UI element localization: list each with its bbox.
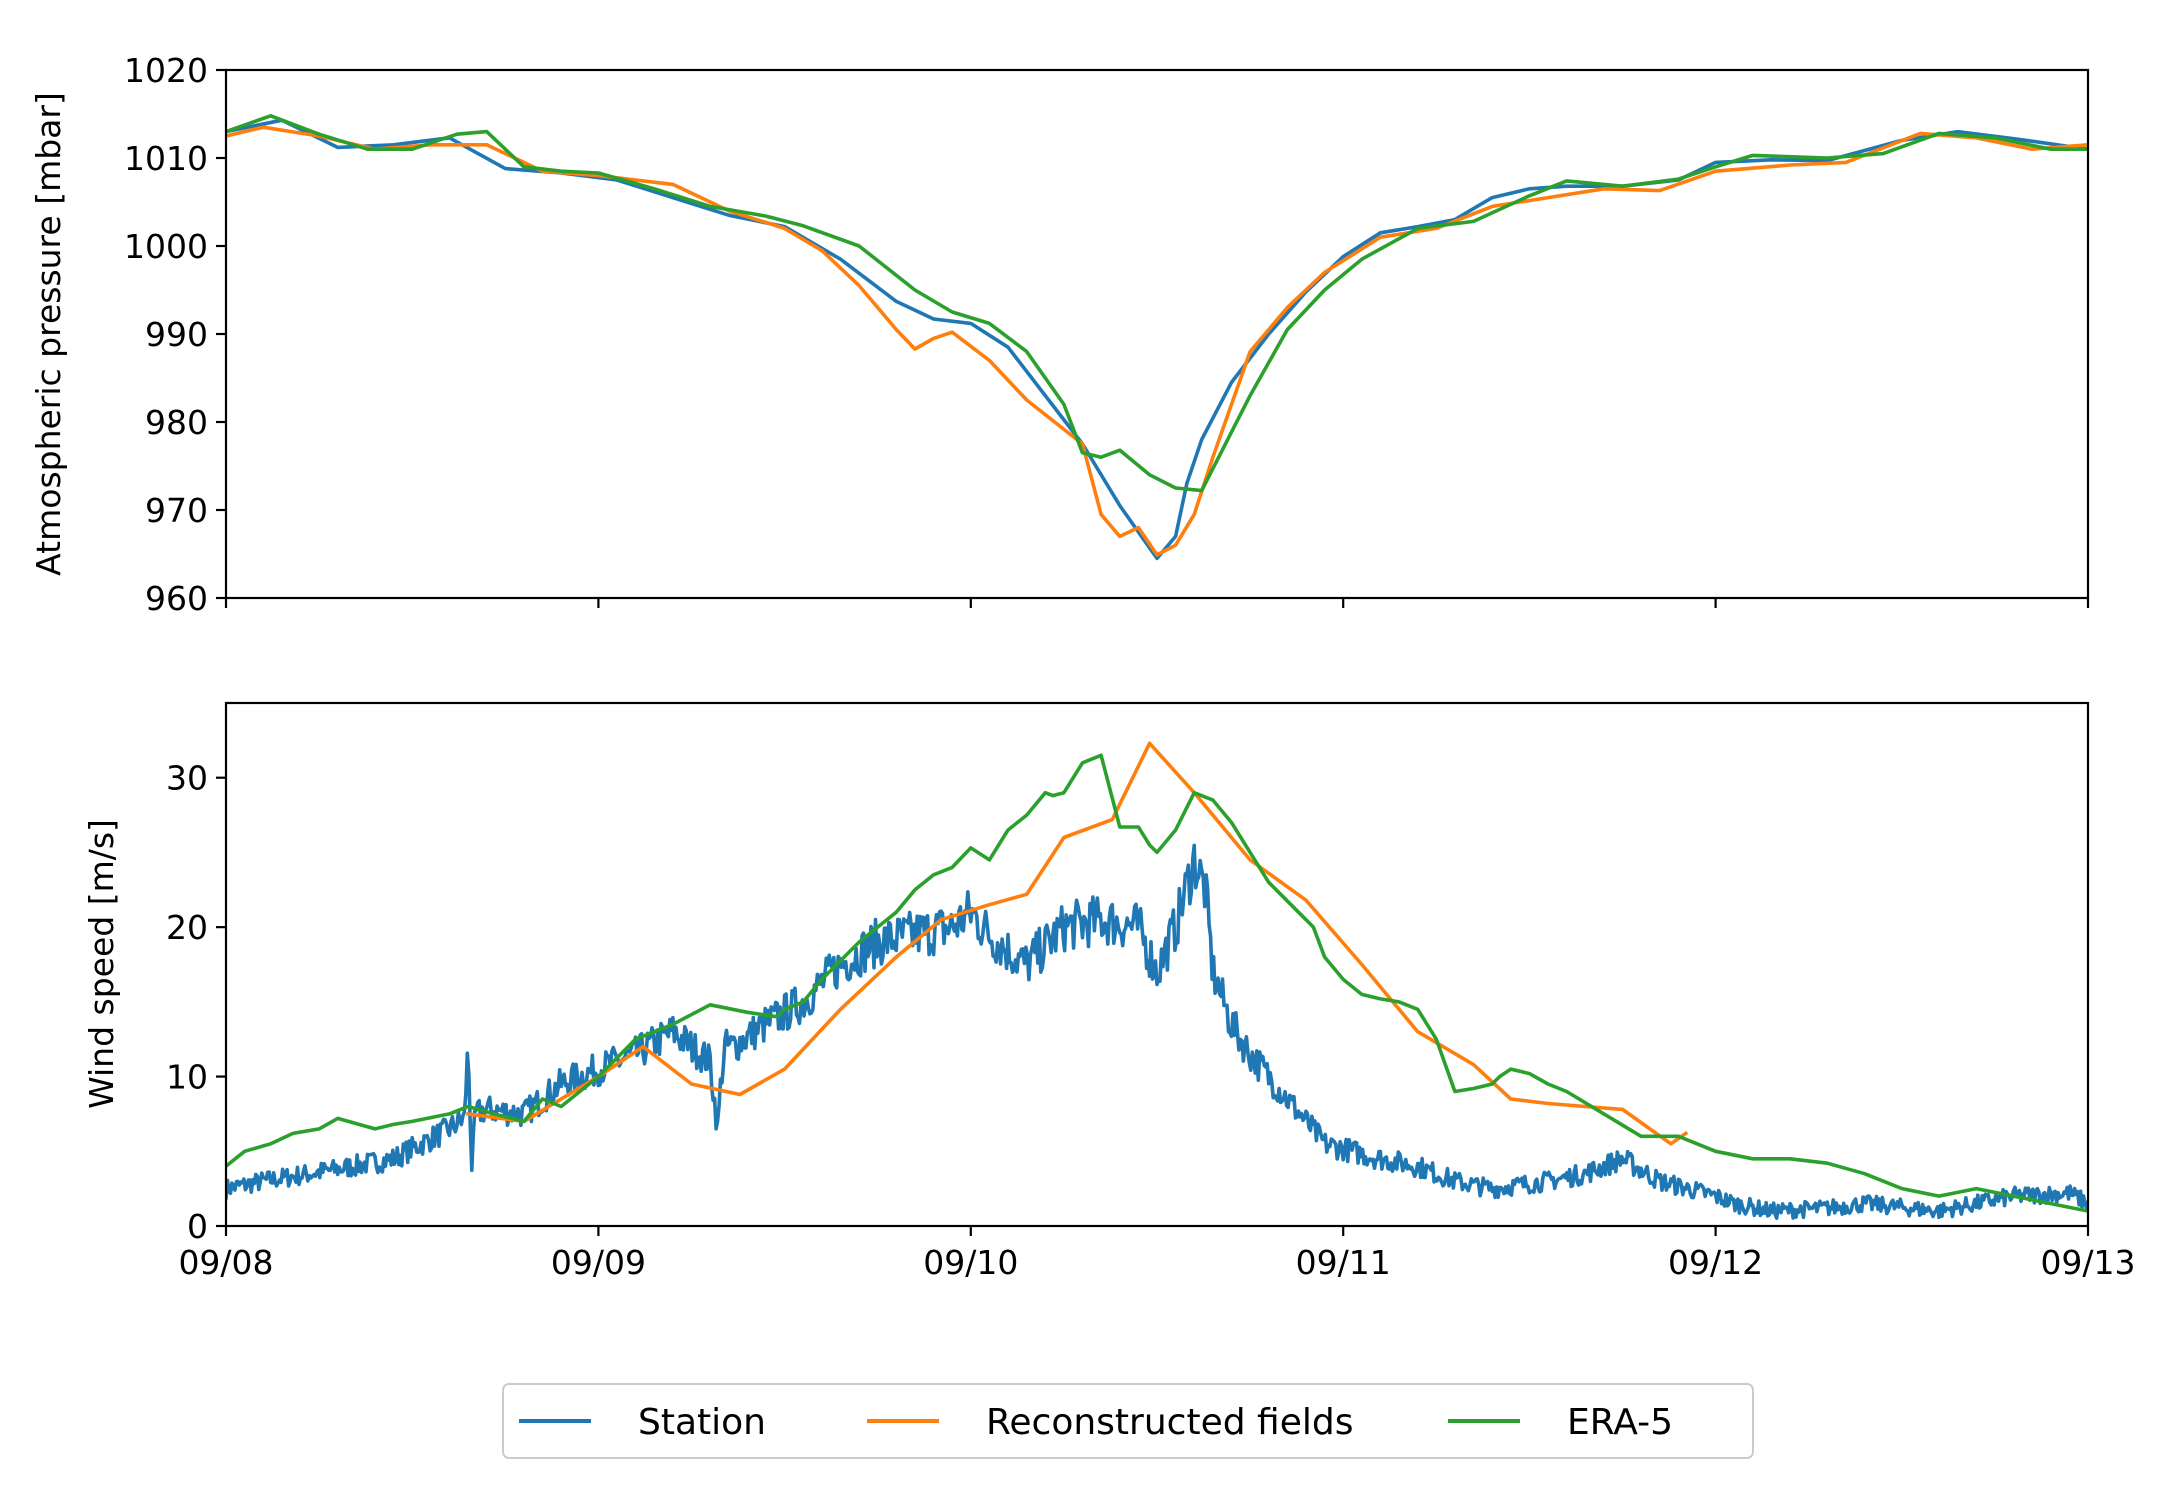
wind-y-tick-label: 30 — [166, 759, 208, 798]
legend-label: ERA-5 — [1567, 1402, 1673, 1443]
wind-x-tick-label: 09/09 — [551, 1243, 646, 1282]
pressure-y-tick-label: 1000 — [124, 227, 208, 266]
pressure-plot-frame — [224, 68, 2090, 600]
pressure-y-tick-label: 1020 — [124, 51, 208, 90]
wind-y-tick-label: 20 — [166, 908, 208, 947]
pressure-series-reconstructed-fields — [226, 125, 2088, 557]
wind-plot-frame — [224, 701, 2090, 1228]
legend-box — [502, 1383, 1754, 1459]
pressure-axis-ticks: 960 970 980 990 1000 1010 1020 — [124, 51, 2090, 618]
pressure-y-tick-label: 1010 — [124, 139, 208, 178]
pressure-y-tick-label: 980 — [145, 403, 208, 442]
pressure-panel: 960 970 980 990 1000 1010 1020 Atmospheric pre… — [29, 51, 2090, 618]
wind-series-group — [226, 741, 2088, 1220]
legend-items: Station Reconstructed fields ERA-5 — [519, 1402, 1673, 1443]
pressure-series-era-5 — [226, 114, 2088, 493]
wind-panel: 0 10 20 30 09/08 09/09 09/10 09/11 09/12 09/13 Wi… — [82, 701, 2136, 1282]
wind-x-tick-label: 09/08 — [178, 1243, 273, 1282]
wind-series-reconstructed-fields — [466, 741, 1689, 1146]
wind-y-tick-label: 0 — [187, 1207, 208, 1246]
legend-label: Reconstructed fields — [986, 1402, 1353, 1443]
pressure-y-tick-label: 960 — [145, 579, 208, 618]
pressure-y-tick-label: 970 — [145, 491, 208, 530]
wind-x-tick-label: 09/12 — [1668, 1243, 1763, 1282]
wind-y-tick-label: 10 — [166, 1058, 208, 1097]
wind-x-tick-label: 09/10 — [923, 1243, 1018, 1282]
legend: Station Reconstructed fields ERA-5 — [502, 1383, 1754, 1459]
wind-series-era-5 — [226, 753, 2088, 1213]
pressure-y-tick-label: 990 — [145, 315, 208, 354]
wind-x-tick-label: 09/11 — [1296, 1243, 1391, 1282]
legend-label: Station — [638, 1402, 766, 1443]
wind-axis-ticks: 0 10 20 30 09/08 09/09 09/10 09/11 09/12 09/13 — [166, 759, 2136, 1282]
pressure-y-axis-label: Atmospheric pressure [mbar] — [29, 92, 68, 576]
wind-x-tick-label: 09/13 — [2040, 1243, 2135, 1282]
wind-series-station — [226, 843, 2088, 1220]
pressure-series-group — [226, 114, 2088, 561]
wind-y-axis-label: Wind speed [m/s] — [82, 819, 121, 1109]
